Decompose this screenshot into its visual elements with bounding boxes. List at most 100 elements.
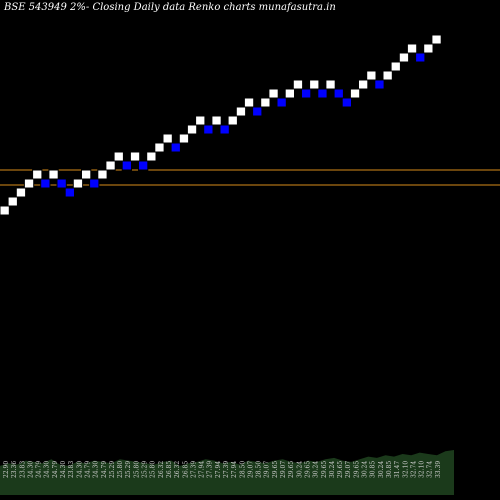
price-label: 25.29 bbox=[109, 461, 116, 478]
price-label: 28.50 bbox=[256, 461, 263, 478]
price-label: 25.80 bbox=[133, 461, 140, 478]
up-brick bbox=[105, 160, 116, 171]
price-label: 29.07 bbox=[264, 461, 271, 478]
down-brick bbox=[415, 52, 426, 63]
up-brick bbox=[48, 169, 59, 180]
price-label: 26.85 bbox=[182, 461, 189, 478]
up-brick bbox=[195, 115, 206, 126]
up-brick bbox=[382, 70, 393, 81]
price-label: 26.32 bbox=[174, 461, 181, 478]
price-label: 24.79 bbox=[85, 461, 92, 478]
down-brick bbox=[56, 178, 67, 189]
price-label: 33.39 bbox=[435, 461, 442, 478]
up-brick bbox=[366, 70, 377, 81]
up-brick bbox=[129, 151, 141, 162]
price-label: 25.29 bbox=[125, 461, 132, 478]
price-label: 29.65 bbox=[337, 461, 344, 478]
up-brick bbox=[15, 187, 27, 198]
up-brick bbox=[268, 88, 279, 99]
up-brick bbox=[284, 88, 296, 99]
price-label: 29.65 bbox=[272, 461, 279, 478]
price-label: 31.47 bbox=[394, 461, 401, 478]
up-brick bbox=[349, 88, 361, 99]
down-brick bbox=[374, 79, 385, 90]
down-brick bbox=[219, 124, 230, 135]
price-label: 30.24 bbox=[296, 461, 303, 478]
down-brick bbox=[252, 106, 263, 117]
up-brick bbox=[186, 124, 198, 135]
up-brick bbox=[32, 169, 43, 180]
up-brick bbox=[97, 169, 108, 180]
up-brick bbox=[431, 34, 442, 45]
price-label: 24.30 bbox=[76, 461, 83, 478]
price-label: 27.39 bbox=[190, 461, 197, 478]
price-label: 30.24 bbox=[378, 461, 385, 478]
price-label: 23.83 bbox=[68, 461, 75, 478]
down-brick bbox=[276, 97, 287, 108]
up-brick bbox=[235, 106, 247, 117]
up-brick bbox=[72, 178, 84, 189]
up-brick bbox=[243, 97, 255, 108]
price-label: 29.07 bbox=[345, 461, 352, 478]
down-brick bbox=[40, 178, 51, 189]
up-brick bbox=[23, 178, 35, 189]
up-brick bbox=[260, 97, 271, 108]
price-label: 24.79 bbox=[36, 461, 43, 478]
volume-area bbox=[0, 450, 454, 495]
price-label: 30.24 bbox=[362, 461, 369, 478]
price-label: 32.10 bbox=[402, 461, 409, 478]
up-brick bbox=[227, 115, 238, 126]
down-brick bbox=[170, 142, 181, 153]
price-label: 29.65 bbox=[305, 461, 312, 478]
up-brick bbox=[325, 79, 336, 90]
chart-title: BSE 543949 2%- Closing Daily data Renko … bbox=[4, 2, 336, 13]
price-label: 32.74 bbox=[427, 461, 434, 478]
renko-bricks bbox=[0, 34, 442, 216]
down-brick bbox=[121, 160, 132, 171]
price-label: 25.80 bbox=[150, 461, 157, 478]
up-brick bbox=[406, 43, 418, 54]
up-brick bbox=[309, 79, 320, 90]
price-label: 32.74 bbox=[410, 461, 417, 478]
price-label: 22.90 bbox=[3, 461, 10, 478]
down-brick bbox=[341, 97, 353, 108]
price-label: 23.36 bbox=[11, 461, 18, 478]
up-brick bbox=[7, 196, 18, 207]
up-brick bbox=[398, 52, 410, 63]
down-brick bbox=[203, 124, 214, 135]
down-brick bbox=[64, 187, 75, 198]
price-label: 29.65 bbox=[321, 461, 328, 478]
up-brick bbox=[146, 151, 157, 162]
price-label: 26.32 bbox=[158, 461, 165, 478]
price-label: 23.83 bbox=[19, 461, 26, 478]
up-brick bbox=[178, 133, 190, 144]
price-label: 24.79 bbox=[101, 461, 108, 478]
up-brick bbox=[358, 79, 369, 90]
up-brick bbox=[81, 169, 92, 180]
price-label: 30.85 bbox=[370, 461, 377, 478]
price-label: 27.39 bbox=[223, 461, 230, 478]
price-label: 26.85 bbox=[166, 461, 173, 478]
down-brick bbox=[333, 88, 344, 99]
price-label: 28.50 bbox=[239, 461, 246, 478]
price-label: 30.85 bbox=[386, 461, 393, 478]
down-brick bbox=[301, 88, 312, 99]
price-label: 24.79 bbox=[52, 461, 59, 478]
price-label: 29.65 bbox=[353, 461, 360, 478]
price-labels: 22.90 23.36 23.83 24.30 24.79 24.30 24.79 24.30… bbox=[3, 461, 442, 478]
price-label: 32.10 bbox=[419, 461, 426, 478]
price-label: 27.94 bbox=[231, 461, 238, 478]
price-label: 29.65 bbox=[288, 461, 295, 478]
down-brick bbox=[89, 178, 100, 189]
price-label: 29.07 bbox=[247, 461, 254, 478]
down-brick bbox=[317, 88, 328, 99]
up-brick bbox=[154, 142, 165, 153]
up-brick bbox=[113, 151, 124, 162]
up-brick bbox=[211, 115, 222, 126]
price-label: 24.30 bbox=[60, 461, 67, 478]
price-label: 24.30 bbox=[93, 461, 100, 478]
up-brick bbox=[162, 133, 173, 144]
price-label: 30.24 bbox=[329, 461, 336, 478]
